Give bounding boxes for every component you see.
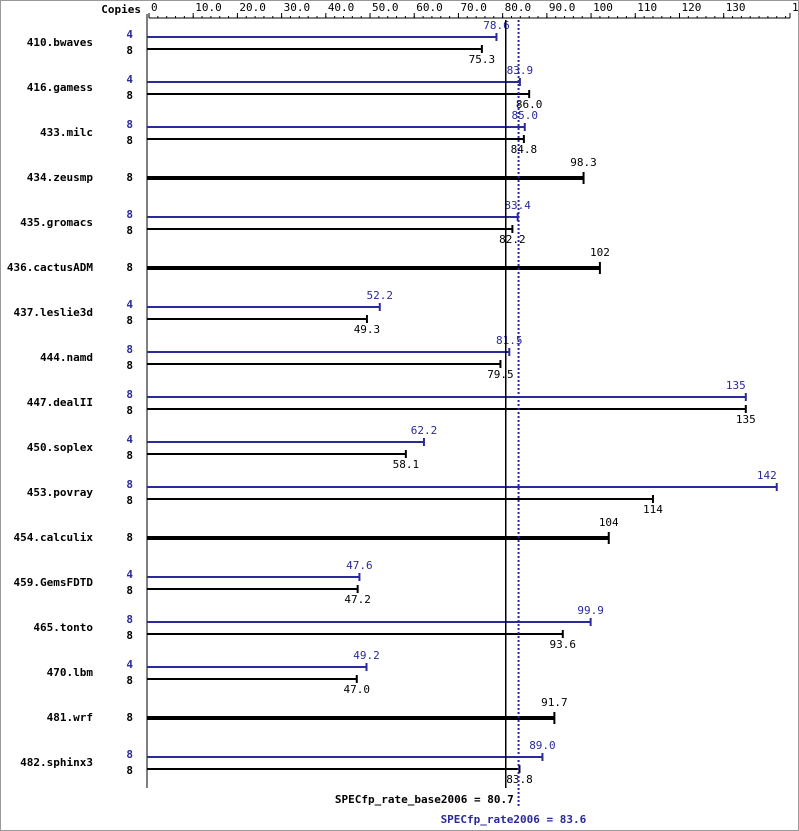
value-label: 49.3 bbox=[354, 323, 381, 336]
x-tick-label: 60.0 bbox=[416, 1, 443, 14]
copies-label: 8 bbox=[126, 404, 133, 417]
benchmark-label: 454.calculix bbox=[14, 531, 94, 544]
benchmark-label: 437.leslie3d bbox=[14, 306, 93, 319]
value-label: 142 bbox=[757, 469, 777, 482]
x-tick-label: 50.0 bbox=[372, 1, 399, 14]
value-label: 58.1 bbox=[393, 458, 420, 471]
copies-label: 8 bbox=[126, 171, 133, 184]
copies-label: 8 bbox=[126, 89, 133, 102]
copies-label: 4 bbox=[126, 298, 133, 311]
benchmark-label: 450.soplex bbox=[27, 441, 94, 454]
reference-label: SPECfp_rate_base2006 = 80.7 bbox=[335, 793, 514, 806]
value-label: 86.0 bbox=[516, 98, 543, 111]
x-tick-label: 70.0 bbox=[460, 1, 487, 14]
copies-label: 8 bbox=[126, 674, 133, 687]
copies-label: 8 bbox=[126, 531, 133, 544]
benchmark-label: 416.gamess bbox=[27, 81, 93, 94]
copies-label: 8 bbox=[126, 224, 133, 237]
benchmark-label: 434.zeusmp bbox=[27, 171, 94, 184]
copies-label: 4 bbox=[126, 73, 133, 86]
value-label: 82.2 bbox=[499, 233, 526, 246]
value-label: 89.0 bbox=[529, 739, 556, 752]
x-tick-label: 130 bbox=[726, 1, 746, 14]
value-label: 47.2 bbox=[344, 593, 371, 606]
copies-label: 8 bbox=[126, 748, 133, 761]
x-tick-label: 20.0 bbox=[239, 1, 266, 14]
benchmark-label: 459.GemsFDTD bbox=[14, 576, 94, 589]
copies-label: 4 bbox=[126, 658, 133, 671]
value-label: 99.9 bbox=[577, 604, 604, 617]
benchmark-label: 465.tonto bbox=[33, 621, 93, 634]
value-label: 91.7 bbox=[541, 696, 568, 709]
value-label: 102 bbox=[590, 246, 610, 259]
copies-label: 8 bbox=[126, 261, 133, 274]
value-label: 135 bbox=[726, 379, 746, 392]
copies-label: 4 bbox=[126, 433, 133, 446]
copies-label: 8 bbox=[126, 584, 133, 597]
value-label: 49.2 bbox=[353, 649, 380, 662]
copies-label: 8 bbox=[126, 764, 133, 777]
benchmark-label: 410.bwaves bbox=[27, 36, 93, 49]
copies-label: 8 bbox=[126, 478, 133, 491]
benchmark-label: 433.milc bbox=[40, 126, 93, 139]
benchmark-label: 447.dealII bbox=[27, 396, 93, 409]
value-label: 75.3 bbox=[469, 53, 496, 66]
x-tick-label: 30.0 bbox=[284, 1, 311, 14]
value-label: 78.6 bbox=[483, 19, 510, 32]
copies-label: 8 bbox=[126, 314, 133, 327]
x-tick-label: 145 bbox=[792, 1, 799, 14]
copies-label: 8 bbox=[126, 388, 133, 401]
value-label: 85.0 bbox=[512, 109, 539, 122]
x-tick-label: 80.0 bbox=[505, 1, 531, 14]
x-tick-label: 10.0 bbox=[195, 1, 222, 14]
benchmark-label: 444.namd bbox=[40, 351, 93, 364]
value-label: 114 bbox=[643, 503, 663, 516]
x-tick-label: 110 bbox=[637, 1, 657, 14]
value-label: 98.3 bbox=[570, 156, 597, 169]
benchmark-label: 481.wrf bbox=[47, 711, 93, 724]
benchmark-label: 482.sphinx3 bbox=[20, 756, 93, 769]
x-tick-label: 40.0 bbox=[328, 1, 355, 14]
benchmark-label: 470.lbm bbox=[47, 666, 94, 679]
value-label: 84.8 bbox=[511, 143, 538, 156]
x-tick-label: 100 bbox=[593, 1, 613, 14]
copies-label: 8 bbox=[126, 711, 133, 724]
copies-label: 8 bbox=[126, 494, 133, 507]
value-label: 83.9 bbox=[507, 64, 534, 77]
x-tick-label: 120 bbox=[681, 1, 701, 14]
copies-label: 8 bbox=[126, 629, 133, 642]
copies-label: 8 bbox=[126, 359, 133, 372]
value-label: 93.6 bbox=[550, 638, 577, 651]
copies-label: 8 bbox=[126, 44, 133, 57]
value-label: 81.5 bbox=[496, 334, 523, 347]
copies-label: 8 bbox=[126, 449, 133, 462]
reference-label: SPECfp_rate2006 = 83.6 bbox=[441, 813, 587, 826]
x-tick-label: 90.0 bbox=[549, 1, 576, 14]
axis-label: Copies bbox=[101, 3, 141, 16]
copies-label: 8 bbox=[126, 118, 133, 131]
copies-label: 8 bbox=[126, 208, 133, 221]
value-label: 47.0 bbox=[344, 683, 371, 696]
benchmark-label: 435.gromacs bbox=[20, 216, 93, 229]
benchmark-label: 453.povray bbox=[27, 486, 94, 499]
benchmark-label: 436.cactusADM bbox=[7, 261, 93, 274]
value-label: 62.2 bbox=[411, 424, 438, 437]
copies-label: 4 bbox=[126, 568, 133, 581]
copies-label: 8 bbox=[126, 134, 133, 147]
value-label: 79.5 bbox=[487, 368, 514, 381]
value-label: 135 bbox=[736, 413, 756, 426]
value-label: 83.8 bbox=[506, 773, 533, 786]
x-tick-label: 0 bbox=[151, 1, 158, 14]
copies-label: 4 bbox=[126, 28, 133, 41]
value-label: 104 bbox=[599, 516, 619, 529]
value-label: 52.2 bbox=[367, 289, 394, 302]
copies-label: 8 bbox=[126, 613, 133, 626]
value-label: 47.6 bbox=[346, 559, 373, 572]
copies-label: 8 bbox=[126, 343, 133, 356]
